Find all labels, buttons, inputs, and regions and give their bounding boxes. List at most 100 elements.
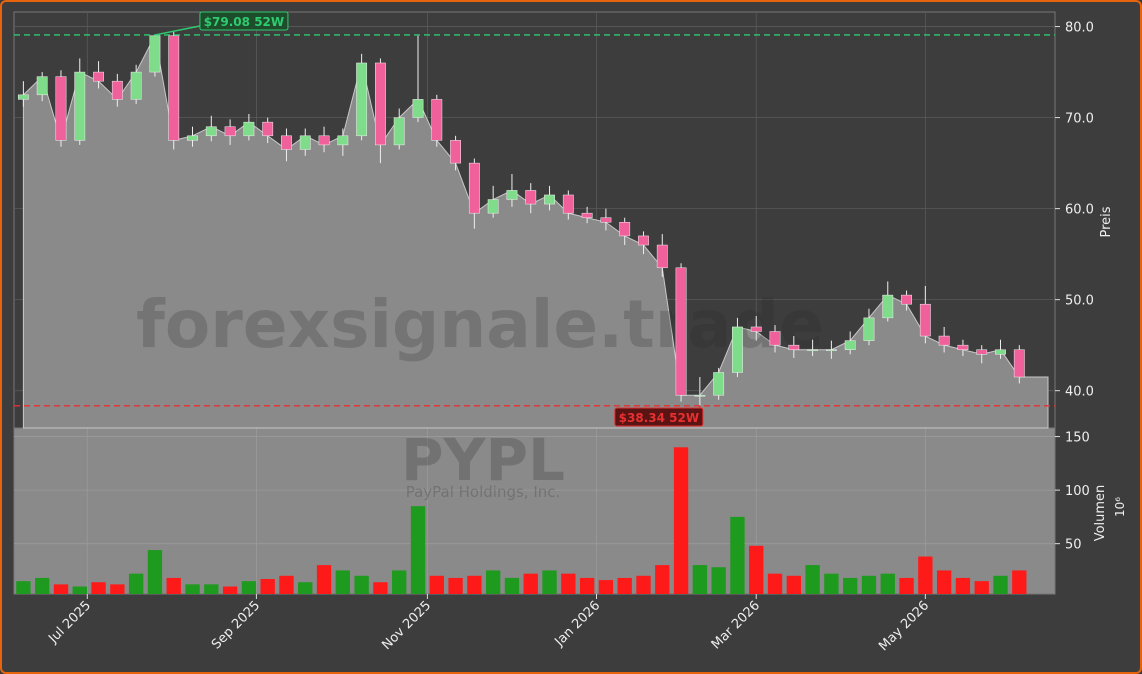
candle-body [450,140,461,164]
volume-bar [504,577,520,594]
candle-body [111,80,123,100]
candle-body [788,344,800,350]
candle-body [675,267,687,396]
volume-bar [410,506,426,594]
candle-body [55,76,67,141]
volume-bar [35,577,50,594]
y-tick-label: 40.0 [1065,385,1094,400]
candle-body [93,71,104,82]
volume-bar [805,565,820,594]
candle-body [412,99,424,118]
y-tick-label: 60.0 [1065,203,1094,218]
candle-body [938,335,950,346]
candle-body [863,317,875,341]
x-tick-label: Nov 2025 [379,598,434,653]
annotation-box [614,407,704,427]
volume-bar [692,565,708,594]
candle-body [130,71,142,100]
volume-axis-label: Volumen [1093,485,1108,542]
candle-body [901,294,912,305]
volume-bar [542,570,557,594]
candle-body [919,303,931,337]
y-tick-label: 50.0 [1065,294,1094,309]
price-area [22,34,1049,429]
volume-bar [1012,570,1027,594]
candle-body [1013,349,1025,378]
candle-body [374,62,386,146]
candle-body [882,294,894,319]
y-tick-label: 100 [1065,484,1090,499]
candle-body [769,331,781,346]
volume-bar [16,581,31,594]
y-tick-label: 70.0 [1065,112,1094,127]
candle-body [581,212,593,218]
annotation-label: $38.34 52W [619,411,699,425]
volume-bar [279,575,294,594]
volume-bar [354,575,369,594]
candle-body [243,121,255,137]
candle-body [281,135,292,150]
candle-body [262,121,274,137]
candle-body [619,222,631,237]
candle-body [468,162,480,214]
candle-body [299,135,311,150]
volume-bar [918,556,933,594]
candle-body [562,194,574,214]
volume-bar [655,565,670,594]
x-tick-label: May 2026 [876,598,932,654]
annotation-label: $79.08 52W [204,15,284,29]
candle-body [694,394,706,397]
volume-bar [523,573,538,594]
candle-body [487,199,499,214]
symbol-watermark: PYPL [401,426,565,494]
volume-bar [91,582,106,594]
candle-body [807,349,819,351]
volume-bar [72,586,87,594]
volume-bar [335,570,351,594]
candle-body [17,94,29,100]
candle-body [149,35,161,73]
volume-bar [955,577,971,594]
candle-body [431,99,443,141]
y-tick-label: 50 [1065,538,1082,553]
candle-body [957,344,969,350]
y-tick-label: 80.0 [1065,21,1094,36]
x-tick-label: Sep 2025 [209,598,263,652]
volume-bar [899,577,914,594]
candle-body [205,126,217,137]
volume-bar [617,577,632,594]
volume-bar [974,581,989,594]
candle-body [732,326,743,373]
candle-body [187,135,198,141]
candle-body [825,349,837,351]
volume-bar [561,573,576,594]
volume-bar [636,575,651,594]
candle-body [976,349,988,355]
volume-bar [993,575,1008,594]
volume-bar [316,565,332,594]
candle-body [356,62,368,137]
volume-bar [448,577,463,594]
candle-body [224,126,236,137]
candle-body [995,349,1006,355]
candle-body [506,190,518,200]
annotation-arrow [154,25,201,36]
candle-body [36,76,48,96]
candle-body [600,217,612,223]
volume-bar [53,584,69,594]
candle-body [656,244,668,269]
candle-body [544,194,555,205]
volume-bar [880,573,895,594]
candle-body [713,372,725,396]
volume-bar [128,573,144,594]
candle-body [337,135,349,146]
candle-body [638,235,649,246]
volume-bar [222,586,238,594]
volume-exponent: 10⁶ [1113,497,1127,517]
volume-bar [373,582,388,594]
candle-body [318,135,330,146]
volume-bar [110,584,125,594]
volume-bar [598,580,614,594]
x-tick-label: Mar 2026 [709,598,763,652]
